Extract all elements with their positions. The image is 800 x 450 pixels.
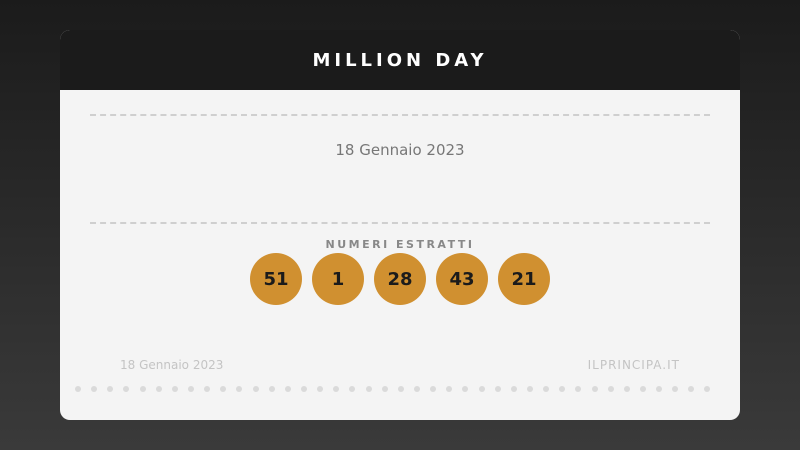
draw-date: 18 Gennaio 2023 xyxy=(335,141,465,159)
decorative-dot xyxy=(268,386,275,392)
decorative-dot xyxy=(494,386,501,392)
number-balls: 51 1 28 43 21 xyxy=(60,253,740,305)
decorative-dot xyxy=(349,386,356,392)
decorative-dot xyxy=(559,386,566,392)
number-ball: 28 xyxy=(374,253,426,305)
decorative-dot xyxy=(430,386,437,392)
decorative-dot xyxy=(704,386,711,392)
card-header: MILLION DAY xyxy=(60,30,740,90)
decorative-dot xyxy=(123,386,130,392)
decorative-dot xyxy=(317,386,324,392)
footer-date: 18 Gennaio 2023 xyxy=(120,358,224,372)
numbers-label: NUMERI ESTRATTI xyxy=(325,238,475,251)
decorative-dot xyxy=(155,386,162,392)
decorative-dot xyxy=(139,386,146,392)
number-ball: 21 xyxy=(498,253,550,305)
divider xyxy=(90,222,710,224)
decorative-dot xyxy=(656,386,663,392)
decorative-dot xyxy=(543,386,550,392)
decorative-dot xyxy=(187,386,194,392)
decorative-dot xyxy=(413,386,420,392)
decorative-dot xyxy=(623,386,630,392)
decorative-dot xyxy=(171,386,178,392)
divider xyxy=(90,114,710,116)
decorative-dot xyxy=(107,386,114,392)
decorative-dot xyxy=(236,386,243,392)
decorative-dot xyxy=(607,386,614,392)
decorative-dot xyxy=(75,386,81,392)
number-ball: 1 xyxy=(312,253,364,305)
decorative-dot xyxy=(252,386,259,392)
decorative-dot xyxy=(300,386,307,392)
decorative-dot xyxy=(575,386,582,392)
decorative-dot xyxy=(333,386,340,392)
result-card: MILLION DAY 18 Gennaio 2023 NUMERI ESTRA… xyxy=(60,30,740,420)
decorative-dot xyxy=(446,386,453,392)
decorative-dot xyxy=(510,386,517,392)
decorative-dot xyxy=(591,386,598,392)
decorative-dot xyxy=(365,386,372,392)
decorative-dot xyxy=(220,386,227,392)
decorative-dot xyxy=(526,386,533,392)
decorative-dot xyxy=(688,386,695,392)
decorative-dot xyxy=(204,386,211,392)
decorative-dot xyxy=(284,386,291,392)
decorative-dot xyxy=(462,386,469,392)
dotted-divider xyxy=(75,386,711,392)
decorative-dot xyxy=(397,386,404,392)
decorative-dot xyxy=(639,386,646,392)
footer-site: ILPRINCIPA.IT xyxy=(587,358,680,372)
number-ball: 51 xyxy=(250,253,302,305)
decorative-dot xyxy=(478,386,485,392)
decorative-dot xyxy=(381,386,388,392)
decorative-dot xyxy=(91,386,98,392)
number-ball: 43 xyxy=(436,253,488,305)
decorative-dot xyxy=(672,386,679,392)
game-title: MILLION DAY xyxy=(312,49,488,71)
